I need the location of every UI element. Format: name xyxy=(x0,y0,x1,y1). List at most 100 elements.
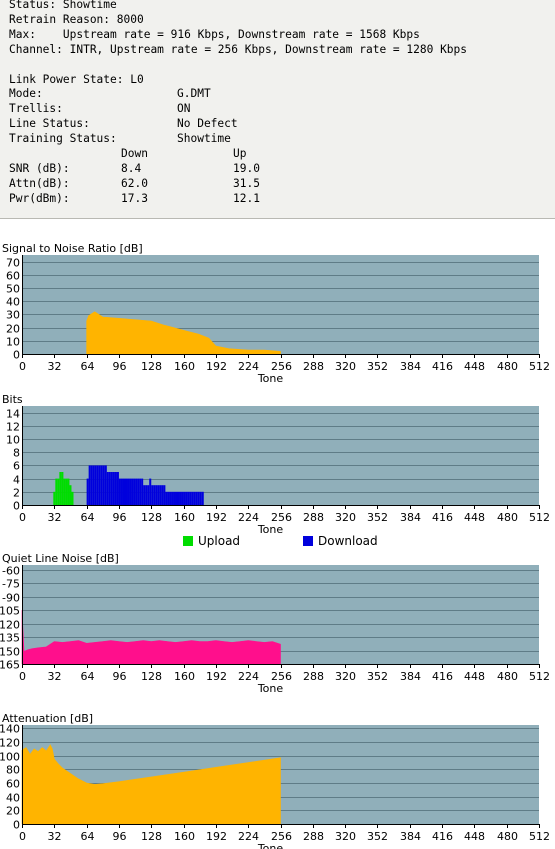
link-power-state: Link Power State: L0 xyxy=(9,73,144,86)
x-tick-label: 0 xyxy=(19,670,26,683)
series-area xyxy=(86,311,281,355)
y-tick-label: 0 xyxy=(13,349,20,362)
chart-title: Signal to Noise Ratio [dB] xyxy=(2,242,143,255)
y-tick-label: -165 xyxy=(0,659,20,672)
x-tick-label: 320 xyxy=(335,830,356,843)
x-tick-label: 416 xyxy=(432,670,453,683)
x-tick-label: 128 xyxy=(141,360,162,373)
x-tick-label: 352 xyxy=(367,511,388,524)
chart-title: Bits xyxy=(2,393,23,406)
bit-bar xyxy=(135,478,138,505)
x-tick-label: 32 xyxy=(48,830,62,843)
x-tick-label: 320 xyxy=(335,360,356,373)
training-status-label: Training Status: xyxy=(9,132,117,145)
bit-bar xyxy=(145,485,148,505)
bit-bar xyxy=(104,465,107,505)
bit-bar xyxy=(171,491,174,505)
bit-bar xyxy=(173,491,176,505)
x-tick-label: 384 xyxy=(400,830,421,843)
y-tick-label: 140 xyxy=(0,723,20,736)
x-tick-label: 160 xyxy=(174,830,195,843)
max-rate-line: Max: Upstream rate = 916 Kbps, Downstrea… xyxy=(9,28,420,41)
chart-title: Quiet Line Noise [dB] xyxy=(2,552,119,565)
bit-bar xyxy=(179,491,182,505)
x-tick-label: 352 xyxy=(367,670,388,683)
series-area xyxy=(21,609,281,665)
x-tick-label: 224 xyxy=(238,511,259,524)
snr-label: SNR (dB): xyxy=(9,162,70,175)
x-tick-label: 384 xyxy=(400,670,421,683)
x-tick-label: 256 xyxy=(271,830,292,843)
chart-title: Attenuation [dB] xyxy=(2,712,93,725)
bit-bar xyxy=(159,485,162,505)
y-tick-label: 30 xyxy=(6,309,20,322)
bit-bar xyxy=(199,491,202,505)
bit-bar xyxy=(94,465,97,505)
bit-bar xyxy=(57,478,60,505)
y-tick-label: 60 xyxy=(6,270,20,283)
bit-bar xyxy=(129,478,132,505)
x-tick-label: 160 xyxy=(174,511,195,524)
bit-bar xyxy=(108,472,111,505)
x-tick-label: 256 xyxy=(271,670,292,683)
bit-bar xyxy=(189,491,192,505)
bit-bar xyxy=(65,478,68,505)
y-tick-label: 120 xyxy=(0,737,20,750)
legend-label: Download xyxy=(318,534,378,548)
x-tick-label: 64 xyxy=(81,511,95,524)
mode-label: Mode: xyxy=(9,87,43,100)
x-tick-label: 416 xyxy=(432,511,453,524)
bit-bar xyxy=(151,485,154,505)
y-tick-label: 60 xyxy=(6,778,20,791)
bit-bar xyxy=(61,472,64,505)
bit-bar xyxy=(183,491,186,505)
x-tick-label: 384 xyxy=(400,511,421,524)
bit-bar xyxy=(63,478,66,505)
pwr-down-value: 17.3 xyxy=(121,192,148,205)
bit-bar xyxy=(110,472,113,505)
attn-down-value: 62.0 xyxy=(121,177,148,190)
x-tick-label: 384 xyxy=(400,360,421,373)
down-column-header: Down xyxy=(121,147,148,160)
y-tick-label: 12 xyxy=(6,421,20,434)
y-tick-label: 50 xyxy=(6,283,20,296)
bit-bar xyxy=(90,465,93,505)
x-tick-label: 416 xyxy=(432,360,453,373)
bit-bar xyxy=(133,478,136,505)
trellis-value: ON xyxy=(177,102,191,115)
x-tick-label: 0 xyxy=(19,360,26,373)
x-tick-label: 64 xyxy=(81,360,95,373)
bit-bar xyxy=(124,478,128,505)
bit-bar xyxy=(153,485,156,505)
bit-bar xyxy=(149,478,152,505)
y-tick-label: 14 xyxy=(6,408,20,421)
bit-bar xyxy=(114,472,117,505)
x-tick-label: 288 xyxy=(303,830,324,843)
x-tick-label: 416 xyxy=(432,830,453,843)
x-tick-label: 480 xyxy=(497,670,518,683)
bit-bar xyxy=(137,478,140,505)
channel-rate-line: Channel: INTR, Upstream rate = 256 Kbps,… xyxy=(9,43,468,56)
retrain-reason-line: Retrain Reason: 8000 xyxy=(9,13,144,26)
x-tick-label: 448 xyxy=(464,670,485,683)
x-tick-label: 0 xyxy=(19,830,26,843)
y-tick-label: 10 xyxy=(6,434,20,447)
bit-bar xyxy=(131,478,134,505)
y-tick-label: 0 xyxy=(13,500,20,513)
bit-bar xyxy=(127,478,130,505)
bit-bar xyxy=(120,478,123,505)
training-status-value: Showtime xyxy=(177,132,231,145)
x-tick-label: 256 xyxy=(271,511,292,524)
bit-bar xyxy=(157,485,160,505)
legend-swatch xyxy=(303,536,313,546)
y-tick-label: 20 xyxy=(6,323,20,336)
status-line: Status: Showtime xyxy=(9,0,117,11)
bit-bar xyxy=(195,491,198,505)
legend-label: Upload xyxy=(198,534,240,548)
bit-bar xyxy=(118,478,121,505)
x-tick-label: 320 xyxy=(335,511,356,524)
y-tick-label: 4 xyxy=(13,474,20,487)
bit-bar xyxy=(185,491,188,505)
bit-bar xyxy=(143,485,146,505)
